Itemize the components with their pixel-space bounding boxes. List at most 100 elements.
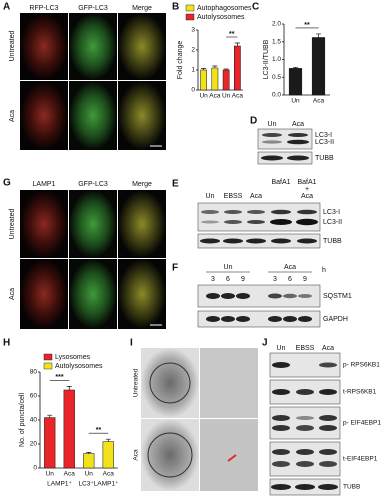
row-label: Aca xyxy=(133,449,140,461)
y-tick-label: 2 xyxy=(191,47,195,54)
band-label: TUBB xyxy=(315,155,334,162)
time-label: 3 xyxy=(273,276,277,283)
panel-label: D xyxy=(250,116,257,127)
x-tick-label: Aca xyxy=(313,98,325,105)
panel-label: F xyxy=(172,263,178,274)
row-label: Aca xyxy=(9,288,16,300)
lane-label: Aca xyxy=(301,193,313,200)
error-bar xyxy=(86,452,92,454)
group-label: LAMP1⁺ xyxy=(47,481,72,488)
time-label: 6 xyxy=(226,276,230,283)
error-bar xyxy=(223,68,229,70)
band-label: p- EIF4EBP1 xyxy=(343,420,381,427)
y-tick-label: 0.0 xyxy=(272,92,281,99)
column-label: GFP-LC3 xyxy=(78,181,108,188)
bar xyxy=(63,389,75,469)
micrographs xyxy=(20,190,166,329)
band-label: TUBB xyxy=(323,238,342,245)
band-label: LC3-I xyxy=(315,132,332,139)
error-bar xyxy=(212,65,218,68)
significance-label: *** xyxy=(55,374,63,381)
y-axis-label: LC3-II/TUBB xyxy=(263,39,270,79)
lane-label: Un xyxy=(277,345,286,352)
time-label: 3 xyxy=(211,276,215,283)
time-label: 6 xyxy=(288,276,292,283)
y-tick-label: 0 xyxy=(33,465,37,472)
error-bar xyxy=(201,68,207,70)
significance-label: ** xyxy=(304,22,310,29)
column-label: LAMP1 xyxy=(33,181,56,188)
blot xyxy=(269,352,341,496)
band-label: SQSTM1 xyxy=(323,293,352,300)
lane-label: + xyxy=(305,186,309,193)
lane-label: Aca xyxy=(292,121,304,128)
micrographs xyxy=(141,348,258,491)
group-label: Un xyxy=(224,264,233,271)
y-tick-label: 40 xyxy=(30,417,38,424)
bar xyxy=(83,453,95,469)
row-label: Aca xyxy=(9,110,16,122)
row-label: Untreated xyxy=(133,368,140,397)
significance-label: ** xyxy=(96,427,102,434)
x-tick-label: Un xyxy=(222,93,231,100)
panel-label: B xyxy=(172,2,179,13)
bar xyxy=(102,441,114,469)
y-tick-label: 2.0 xyxy=(272,21,281,28)
band-label: LC3-II xyxy=(323,219,342,226)
legend-swatch xyxy=(43,353,53,361)
band-label: TUBB xyxy=(343,484,360,491)
y-tick-label: 20 xyxy=(30,441,38,448)
bar xyxy=(234,45,241,91)
x-tick-label: Un xyxy=(199,93,208,100)
y-tick-label: 1.0 xyxy=(272,56,281,63)
column-label: RFP-LC3 xyxy=(29,5,58,12)
lane-label: Aca xyxy=(250,193,262,200)
bar xyxy=(211,67,219,91)
x-tick-label: Un xyxy=(85,471,94,478)
legend-swatch xyxy=(185,4,195,12)
band-label: LC3-I xyxy=(323,209,340,216)
band-label: t-EIF4EBP1 xyxy=(343,456,378,463)
x-tick-label: Aca xyxy=(64,471,76,478)
panel-label: A xyxy=(3,2,10,13)
unit-label: h xyxy=(322,267,326,274)
row-label: Untreated xyxy=(9,209,16,240)
error-bar xyxy=(234,42,240,46)
lane-label: EBSS xyxy=(224,193,243,200)
panel-label: I xyxy=(130,338,133,349)
legend-label: Autophagosomes xyxy=(197,5,252,12)
panel-label: G xyxy=(3,178,11,189)
bar xyxy=(200,69,207,91)
band-label: p- RPS6KB1 xyxy=(343,362,380,369)
y-tick-label: 0 xyxy=(191,87,195,94)
x-tick-label: Aca xyxy=(232,93,244,100)
blot xyxy=(197,284,321,328)
lane-label: Aca xyxy=(322,345,334,352)
lane-label: Un xyxy=(206,193,215,200)
error-bar xyxy=(66,386,72,390)
bar xyxy=(311,37,326,96)
lane-label: BafA1 xyxy=(297,179,316,186)
y-axis-label: No. of puncta/cell xyxy=(19,393,26,448)
time-label: 9 xyxy=(303,276,307,283)
column-label: Merge xyxy=(132,181,152,188)
blot xyxy=(197,202,321,249)
x-tick-label: Aca xyxy=(103,471,115,478)
significance-label: ** xyxy=(229,31,235,38)
y-tick-label: 3 xyxy=(191,27,195,34)
time-label: 9 xyxy=(241,276,245,283)
lane-label: EBSS xyxy=(296,345,315,352)
column-label: Merge xyxy=(132,5,152,12)
panel-label: E xyxy=(172,179,179,190)
bar xyxy=(222,69,230,91)
y-axis-label: Fold change xyxy=(177,41,184,80)
legend-swatch xyxy=(43,362,53,370)
error-bar xyxy=(316,33,321,38)
band-label: GAPDH xyxy=(323,316,348,323)
blot xyxy=(257,128,313,165)
bar xyxy=(288,68,303,96)
legend-label: Autolysosomes xyxy=(55,363,103,370)
group-label: LC3⁺LAMP1⁺ xyxy=(78,481,119,488)
y-tick-label: 1.5 xyxy=(272,38,281,45)
